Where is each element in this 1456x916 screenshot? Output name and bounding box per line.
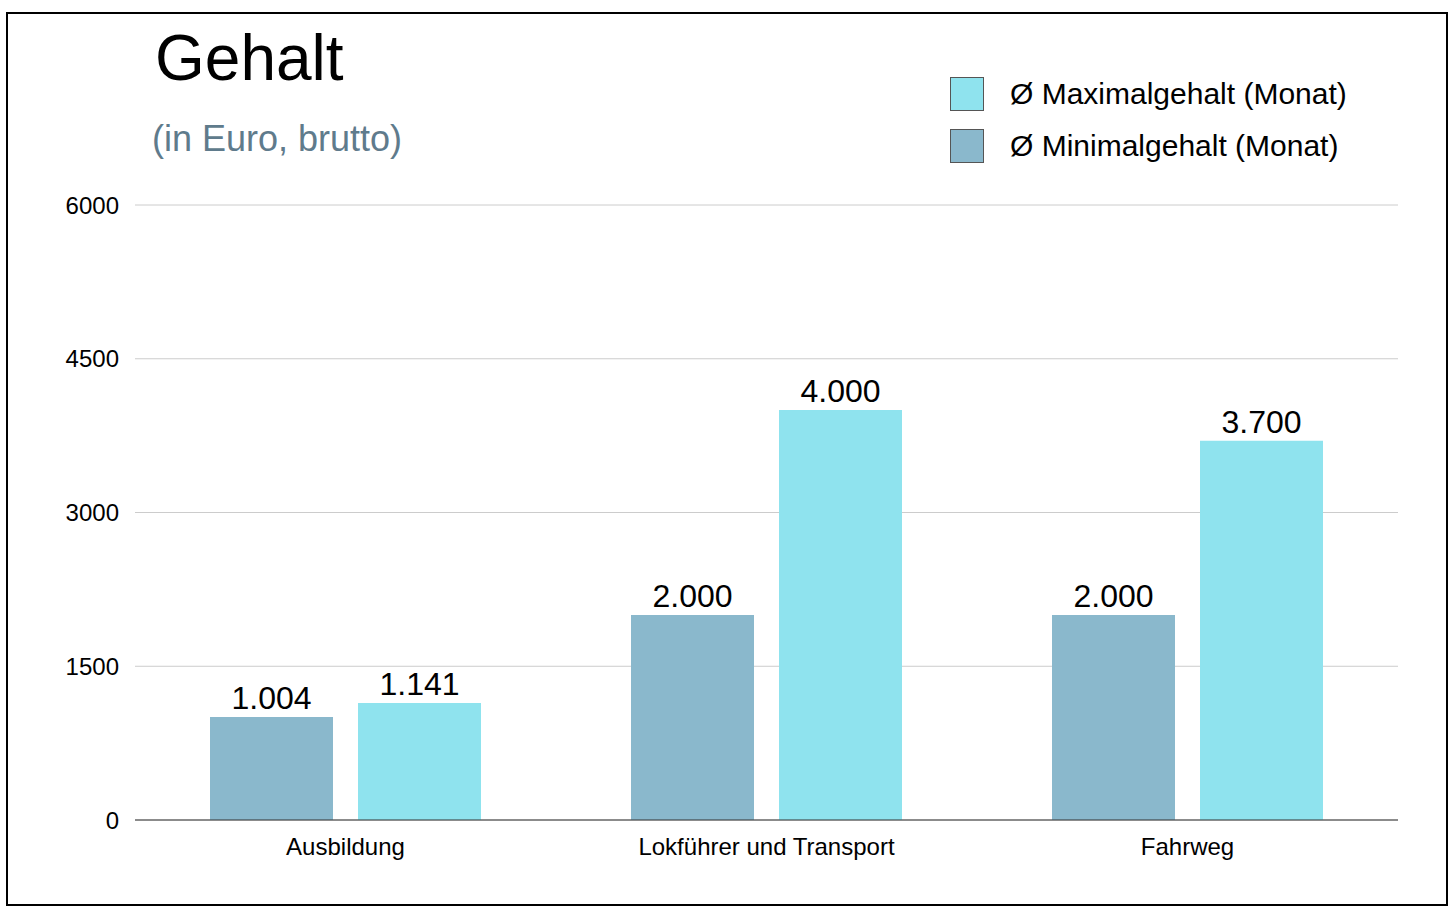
svg-text:4.000: 4.000 bbox=[800, 373, 880, 409]
svg-text:3.700: 3.700 bbox=[1221, 404, 1301, 440]
html-text:Ø Maximalgehalt (Monat): Ø Maximalgehalt (Monat) bbox=[1010, 77, 1347, 110]
svg-text:6000: 6000 bbox=[66, 192, 119, 219]
svg-text:4500: 4500 bbox=[66, 345, 119, 372]
html-text:Ø Minimalgehalt (Monat): Ø Minimalgehalt (Monat) bbox=[1010, 129, 1339, 162]
svg-text:2.000: 2.000 bbox=[652, 578, 732, 614]
svg-text:0: 0 bbox=[106, 807, 119, 834]
svg-text:1.004: 1.004 bbox=[231, 680, 311, 716]
svg-text:Lokführer und Transport: Lokführer und Transport bbox=[638, 833, 894, 860]
svg-text:3000: 3000 bbox=[66, 499, 119, 526]
svg-text:2.000: 2.000 bbox=[1073, 578, 1153, 614]
svg-text:1.141: 1.141 bbox=[379, 666, 459, 702]
html-text:Gehalt: Gehalt bbox=[155, 22, 344, 94]
html-text:(in Euro, brutto): (in Euro, brutto) bbox=[152, 118, 403, 159]
svg-text:Fahrweg: Fahrweg bbox=[1141, 833, 1234, 860]
svg-text:1500: 1500 bbox=[66, 653, 119, 680]
svg-text:Ausbildung: Ausbildung bbox=[286, 833, 405, 860]
